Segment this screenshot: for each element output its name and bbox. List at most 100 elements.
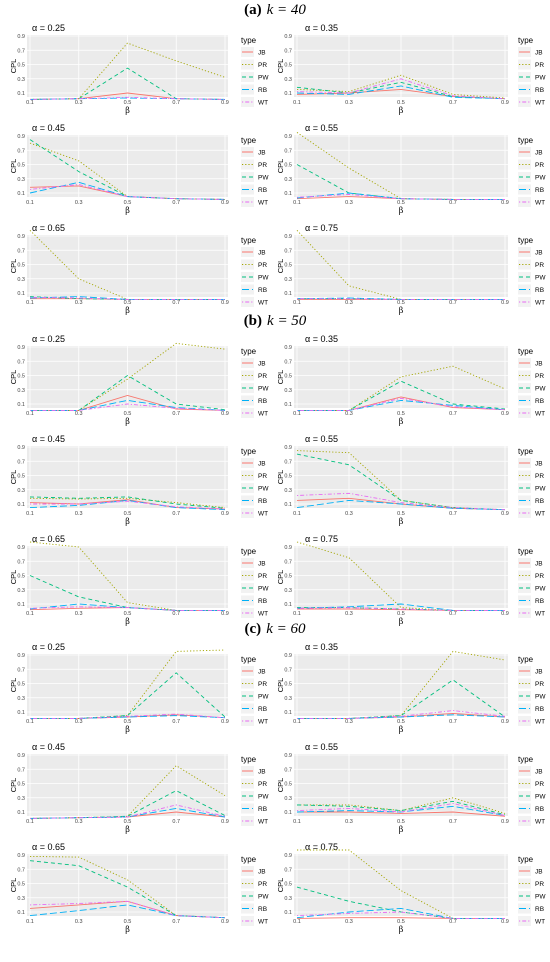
legend-title: type bbox=[241, 136, 257, 145]
y-tick-label: 0.9 bbox=[17, 134, 25, 140]
y-tick-label: 0.9 bbox=[17, 345, 25, 351]
y-tick-label: 0.5 bbox=[284, 782, 292, 788]
legend-label-rb: RB bbox=[535, 706, 544, 713]
legend-title: type bbox=[241, 236, 257, 245]
y-tick-label: 0.5 bbox=[284, 263, 292, 269]
legend-title: type bbox=[518, 655, 534, 664]
y-tick-label: 0.3 bbox=[284, 588, 292, 594]
series-line-pw bbox=[30, 374, 226, 411]
legend-label-wt: WT bbox=[535, 919, 545, 926]
legend-key bbox=[518, 383, 531, 393]
y-tick-label: 0.7 bbox=[17, 148, 25, 154]
series-line-rb bbox=[29, 904, 226, 919]
x-axis-title: β bbox=[399, 617, 404, 626]
series-line-pr bbox=[29, 541, 225, 611]
panel-title: α = 0.75 bbox=[305, 534, 338, 544]
legend-label-jb: JB bbox=[535, 769, 543, 776]
section-title: (a) k = 40 bbox=[244, 2, 306, 18]
x-tick-label: 0.9 bbox=[221, 200, 229, 206]
legend-label-jb: JB bbox=[535, 50, 543, 57]
legend-key bbox=[241, 370, 254, 381]
x-tick-label: 0.3 bbox=[345, 100, 353, 106]
x-axis-title: β bbox=[125, 206, 130, 215]
legend-label-pw: PW bbox=[535, 386, 546, 393]
legend-label-rb: RB bbox=[258, 598, 267, 605]
y-tick-label: 0.5 bbox=[17, 374, 25, 380]
chart-panel: α = 0.25 0.1 0.3 0.5 0.7 0.9 0.1 0.3 0.5 0.7 0.9 β C… bbox=[9, 642, 269, 734]
y-tick-label: 0.3 bbox=[17, 896, 25, 902]
y-tick-label: 0.7 bbox=[17, 867, 25, 873]
y-tick-label: 0.9 bbox=[284, 34, 292, 40]
legend-title: type bbox=[518, 447, 534, 456]
series-line-rb bbox=[296, 805, 506, 817]
legend-label-jb: JB bbox=[535, 150, 543, 157]
y-tick-label: 0.9 bbox=[284, 345, 292, 351]
y-tick-label: 0.7 bbox=[284, 559, 292, 565]
y-tick-label: 0.7 bbox=[17, 459, 25, 465]
x-tick-label: 0.9 bbox=[501, 919, 509, 925]
y-tick-label: 0.1 bbox=[17, 710, 25, 716]
y-tick-label: 0.9 bbox=[17, 545, 25, 551]
y-tick-label: 0.9 bbox=[17, 753, 25, 759]
x-tick-label: 0.3 bbox=[75, 100, 83, 106]
x-tick-label: 0.3 bbox=[345, 919, 353, 925]
legend-key bbox=[518, 470, 531, 481]
legend-key bbox=[241, 778, 254, 789]
legend-key bbox=[518, 59, 531, 70]
legend-key bbox=[241, 791, 254, 801]
x-tick-label: 0.1 bbox=[293, 819, 301, 825]
legend-key bbox=[241, 272, 254, 282]
x-tick-label: 0.3 bbox=[345, 611, 353, 617]
x-axis-title: β bbox=[125, 617, 130, 626]
y-axis-title: CPL bbox=[9, 470, 18, 485]
y-tick-label: 0.3 bbox=[17, 77, 25, 83]
legend-label-jb: JB bbox=[535, 561, 543, 568]
series-line-pw bbox=[29, 67, 226, 100]
x-axis-title: β bbox=[125, 517, 130, 526]
chart-panel: α = 0.25 0.1 0.3 0.5 0.7 0.9 0.1 0.3 0.5 0.7 0.9 β C… bbox=[9, 23, 269, 115]
series-line-pw bbox=[29, 496, 226, 509]
y-tick-label: 0.9 bbox=[284, 234, 292, 240]
x-tick-label: 0.9 bbox=[501, 719, 509, 725]
series-line-wt bbox=[296, 193, 505, 200]
x-tick-label: 0.5 bbox=[397, 411, 405, 417]
legend-label-rb: RB bbox=[535, 187, 544, 194]
legend-label-pw: PW bbox=[258, 586, 269, 593]
y-tick-label: 0.5 bbox=[284, 163, 292, 169]
y-tick-label: 0.7 bbox=[17, 48, 25, 54]
legend-label-pr: PR bbox=[258, 881, 267, 888]
legend-key bbox=[241, 583, 254, 593]
x-tick-label: 0.3 bbox=[345, 411, 353, 417]
y-axis-title: CPL bbox=[276, 570, 285, 585]
panel-title: α = 0.45 bbox=[32, 434, 65, 444]
x-tick-label: 0.1 bbox=[26, 819, 34, 825]
y-tick-label: 0.3 bbox=[284, 388, 292, 394]
legend-key bbox=[518, 678, 531, 689]
legend-label-wt: WT bbox=[258, 300, 268, 307]
x-tick-label: 0.9 bbox=[221, 819, 229, 825]
legend-label-wt: WT bbox=[535, 411, 545, 418]
x-axis-title: β bbox=[125, 725, 130, 734]
legend-title: type bbox=[518, 236, 534, 245]
legend-title: type bbox=[241, 547, 257, 556]
y-tick-label: 0.1 bbox=[17, 402, 25, 408]
legend-label-wt: WT bbox=[258, 719, 268, 726]
legend-title: type bbox=[241, 855, 257, 864]
legend-label-pr: PR bbox=[535, 373, 544, 380]
x-tick-label: 0.5 bbox=[124, 300, 132, 306]
x-tick-label: 0.9 bbox=[221, 511, 229, 517]
legend-key bbox=[518, 691, 531, 701]
y-tick-label: 0.1 bbox=[284, 291, 292, 297]
legend-key bbox=[518, 172, 531, 182]
legend-label-pw: PW bbox=[258, 75, 269, 82]
series-line-wt bbox=[296, 492, 506, 511]
x-tick-label: 0.3 bbox=[345, 200, 353, 206]
legend-key bbox=[518, 259, 531, 270]
legend-label-pw: PW bbox=[535, 75, 546, 82]
legend-key bbox=[518, 272, 531, 282]
x-tick-label: 0.5 bbox=[397, 919, 405, 925]
legend-label-rb: RB bbox=[535, 87, 544, 94]
y-tick-label: 0.1 bbox=[284, 910, 292, 916]
